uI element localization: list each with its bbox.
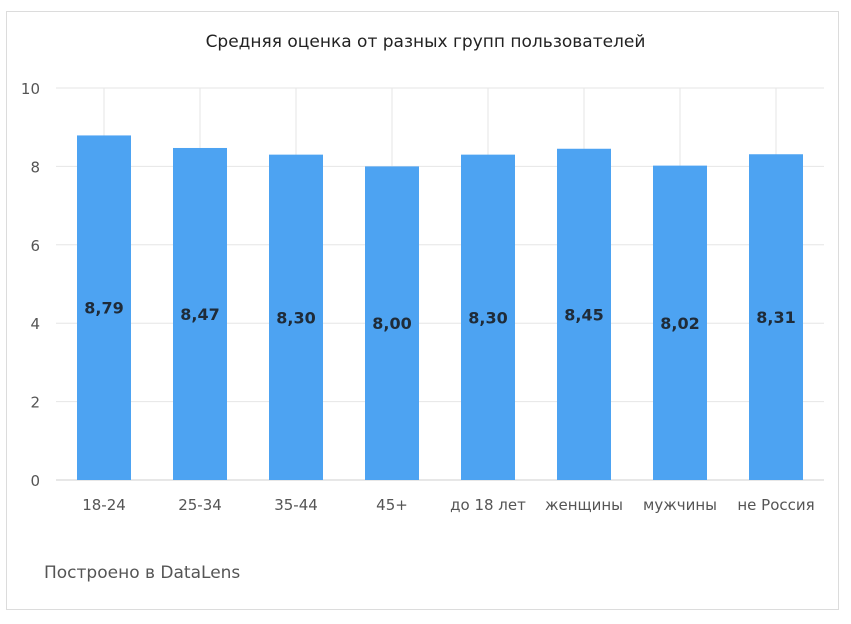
x-tick-label: 25-34 [178,496,222,514]
x-tick-label: не Россия [737,496,814,514]
y-tick-label: 2 [30,394,40,412]
data-label: 8,30 [468,308,507,327]
bar [749,154,803,481]
x-tick-label: женщины [545,496,623,514]
bar [653,165,707,480]
y-tick-label: 0 [30,472,40,490]
y-tick-label: 8 [30,158,40,176]
data-label: 8,30 [276,308,315,327]
bar [365,166,419,480]
x-tick-label: 35-44 [274,496,318,514]
x-tick-label: мужчины [643,496,717,514]
bar [461,154,515,480]
data-label: 8,47 [180,305,219,324]
chart-title: Средняя оценка от разных групп пользоват… [205,32,646,52]
data-label: 8,79 [84,299,123,318]
x-tick-label: до 18 лет [450,496,526,514]
bar [173,147,227,480]
data-label: 8,31 [756,308,795,327]
footer-credit: Построено в DataLens [44,563,241,583]
y-tick-label: 4 [30,315,40,333]
y-tick-label: 6 [30,237,40,255]
data-label: 8,45 [564,305,603,324]
bar [77,135,131,480]
y-tick-label: 10 [21,80,40,98]
data-label: 8,02 [660,314,699,333]
x-tick-label: 45+ [376,496,408,514]
bar [557,148,611,480]
bar [269,154,323,480]
x-tick-label: 18-24 [82,496,126,514]
data-label: 8,00 [372,314,411,333]
